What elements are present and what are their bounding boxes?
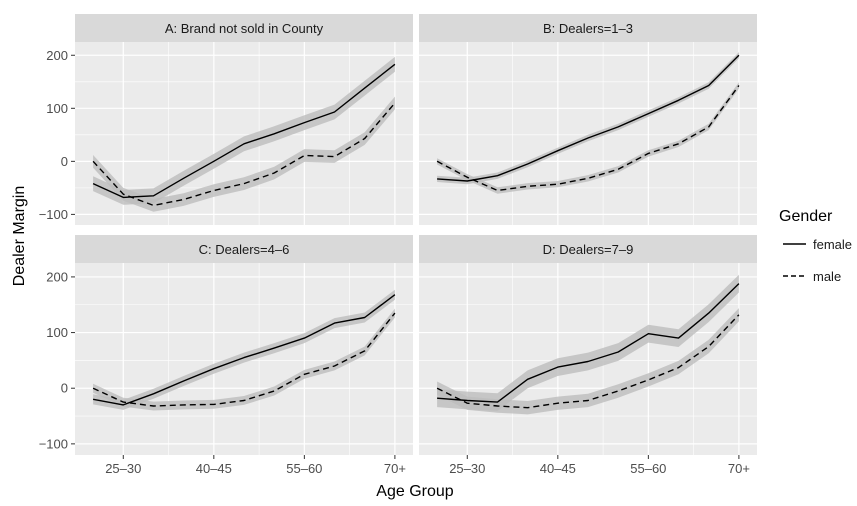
x-tick-label: 40–45 <box>196 461 232 476</box>
x-tick-label: 55–60 <box>630 461 666 476</box>
x-tick-label: 40–45 <box>540 461 576 476</box>
y-tick-label: −100 <box>39 436 68 451</box>
legend: Gender female male <box>779 208 852 284</box>
panel-b-grid <box>419 42 757 225</box>
y-tick-label: 100 <box>46 101 68 116</box>
panel-c-male-line <box>92 312 396 407</box>
panel-a: A: Brand not sold in County −100 0 100 200 <box>39 14 413 225</box>
panel-c-grid <box>75 263 413 455</box>
panel-a-male-ribbon <box>93 96 395 212</box>
panel-a-female-line <box>92 63 396 199</box>
panel-a-strip <box>75 14 413 42</box>
x-tick-label: 55–60 <box>286 461 322 476</box>
legend-item-female: female <box>783 237 852 252</box>
panel-d-female-line <box>437 283 740 403</box>
panel-b-female-line <box>437 54 740 182</box>
y-tick-label: 200 <box>46 48 68 63</box>
panel-d-male-line <box>436 314 740 409</box>
panels-layer: A: Brand not sold in County −100 0 100 200 B:… <box>39 14 757 476</box>
panel-c: C: Dealers=4–6 −100 0 100 200 25–30 40–45 55–60… <box>39 235 413 476</box>
y-tick-label: 100 <box>46 325 68 340</box>
panel-d: D: Dealers=7–9 25–30 40–45 55–60 70+ <box>419 235 757 476</box>
x-tick-label: 70+ <box>384 461 406 476</box>
panel-b-background <box>419 42 757 225</box>
panel-c-female-line <box>92 294 396 406</box>
legend-label-female: female <box>813 237 852 252</box>
panel-d-grid <box>419 263 757 455</box>
panel-b: B: Dealers=1–3 <box>419 14 757 225</box>
legend-title: Gender <box>779 208 833 225</box>
panel-a-male-line <box>92 102 396 207</box>
panel-b-title: B: Dealers=1–3 <box>543 21 633 36</box>
legend-item-male: male <box>783 269 841 284</box>
panel-c-strip <box>75 235 413 263</box>
x-tick-label: 25–30 <box>105 461 141 476</box>
panel-d-strip <box>419 235 757 263</box>
x-axis-title: Age Group <box>376 483 453 500</box>
x-tick-label: 70+ <box>728 461 750 476</box>
x-tick-label: 25–30 <box>449 461 485 476</box>
panel-c-title: C: Dealers=4–6 <box>199 242 290 257</box>
y-tick-label: −100 <box>39 207 68 222</box>
y-tick-label: 200 <box>46 269 68 284</box>
panel-a-grid <box>75 42 413 225</box>
y-tick-label: 0 <box>61 381 68 396</box>
panel-d-title: D: Dealers=7–9 <box>543 242 634 257</box>
y-tick-label: 0 <box>61 154 68 169</box>
y-axis-title: Dealer Margin <box>11 186 28 286</box>
panel-a-title: A: Brand not sold in County <box>165 21 324 36</box>
legend-label-male: male <box>813 269 841 284</box>
panel-b-strip <box>419 14 757 42</box>
panel-c-male-ribbon <box>93 308 395 411</box>
